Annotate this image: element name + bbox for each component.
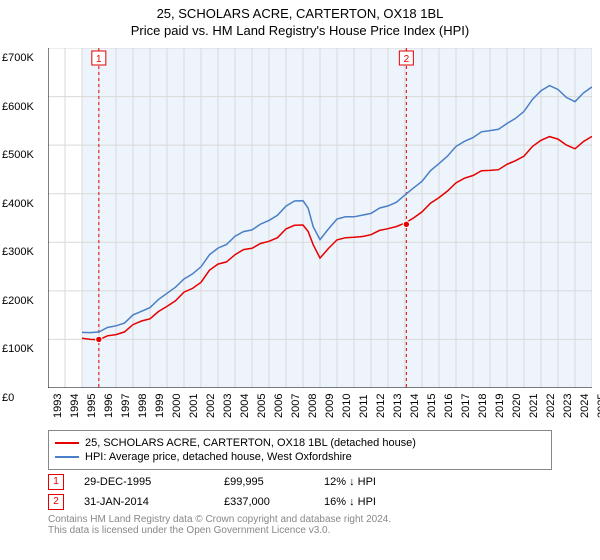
- x-tick-label: 2014: [409, 394, 421, 418]
- x-tick-label: 2009: [324, 394, 336, 418]
- transaction-price: £99,995: [224, 476, 304, 488]
- transaction-marker-icon: 1: [48, 474, 64, 490]
- legend-label: HPI: Average price, detached house, West…: [85, 451, 352, 463]
- x-tick-label: 2021: [528, 394, 540, 418]
- transaction-price: £337,000: [224, 496, 304, 508]
- transaction-row: 1 29-DEC-1995 £99,995 12% ↓ HPI: [48, 474, 552, 490]
- sub-title: Price paid vs. HM Land Registry's House …: [0, 23, 600, 38]
- x-tick-label: 2023: [562, 394, 574, 418]
- transaction-rows: 1 29-DEC-1995 £99,995 12% ↓ HPI 2 31-JAN-2014…: [48, 474, 552, 510]
- x-tick-label: 2010: [341, 394, 353, 418]
- y-tick-label: £0: [2, 392, 14, 404]
- transaction-date: 29-DEC-1995: [84, 476, 204, 488]
- x-tick-label: 1996: [103, 394, 115, 418]
- x-tick-label: 2025: [596, 394, 600, 418]
- x-tick-label: 1994: [69, 394, 81, 418]
- x-tick-label: 2003: [222, 394, 234, 418]
- x-tick-label: 2012: [375, 394, 387, 418]
- x-axis-labels: 1993 1994 1995 1996 1997 1998 1999 2000 2001 2002…: [48, 388, 592, 424]
- y-tick-label: £400K: [2, 198, 34, 210]
- x-tick-label: 1995: [86, 394, 98, 418]
- legend-item: HPI: Average price, detached house, West…: [55, 451, 545, 463]
- transaction-diff: 12% ↓ HPI: [324, 476, 376, 488]
- legend-swatch: [55, 456, 79, 458]
- x-tick-label: 2006: [273, 394, 285, 418]
- x-tick-label: 2020: [511, 394, 523, 418]
- footer-line-2: This data is licensed under the Open Gov…: [48, 525, 552, 536]
- x-tick-label: 2001: [188, 394, 200, 418]
- y-tick-label: £200K: [2, 295, 34, 307]
- y-tick-label: £100K: [2, 343, 34, 355]
- x-tick-label: 2008: [307, 394, 319, 418]
- x-tick-label: 2011: [358, 394, 370, 418]
- legend-swatch: [55, 442, 79, 444]
- plot-area: 12: [48, 48, 592, 388]
- transaction-date: 31-JAN-2014: [84, 496, 204, 508]
- x-tick-label: 2017: [460, 394, 472, 418]
- x-tick-label: 1997: [120, 394, 132, 418]
- y-tick-label: £500K: [2, 149, 34, 161]
- transaction-row: 2 31-JAN-2014 £337,000 16% ↓ HPI: [48, 494, 552, 510]
- x-tick-label: 2022: [545, 394, 557, 418]
- x-tick-label: 2002: [205, 394, 217, 418]
- chart-container: 25, SCHOLARS ACRE, CARTERTON, OX18 1BL P…: [0, 0, 600, 536]
- legend-item: 25, SCHOLARS ACRE, CARTERTON, OX18 1BL (…: [55, 437, 545, 449]
- footer-line-1: Contains HM Land Registry data © Crown c…: [48, 514, 552, 525]
- x-tick-label: 1998: [137, 394, 149, 418]
- y-tick-label: £700K: [2, 52, 34, 64]
- x-tick-label: 2000: [171, 394, 183, 418]
- transaction-marker-icon: 2: [48, 494, 64, 510]
- main-title: 25, SCHOLARS ACRE, CARTERTON, OX18 1BL: [0, 6, 600, 21]
- x-tick-label: 2015: [426, 394, 438, 418]
- x-tick-label: 2024: [579, 394, 591, 418]
- titles: 25, SCHOLARS ACRE, CARTERTON, OX18 1BL P…: [0, 0, 600, 38]
- transaction-diff: 16% ↓ HPI: [324, 496, 376, 508]
- y-tick-label: £600K: [2, 101, 34, 113]
- x-tick-label: 2005: [256, 394, 268, 418]
- x-tick-label: 1993: [52, 394, 64, 418]
- x-tick-label: 2004: [239, 394, 251, 418]
- footer: Contains HM Land Registry data © Crown c…: [48, 514, 552, 536]
- x-tick-label: 2018: [477, 394, 489, 418]
- legend-label: 25, SCHOLARS ACRE, CARTERTON, OX18 1BL (…: [85, 437, 416, 449]
- x-tick-label: 2013: [392, 394, 404, 418]
- x-tick-label: 2007: [290, 394, 302, 418]
- x-tick-label: 2016: [443, 394, 455, 418]
- x-tick-label: 2019: [494, 394, 506, 418]
- legend-box: 25, SCHOLARS ACRE, CARTERTON, OX18 1BL (…: [48, 430, 552, 470]
- y-tick-label: £300K: [2, 246, 34, 258]
- x-tick-label: 1999: [154, 394, 166, 418]
- svg-text:1: 1: [96, 54, 102, 65]
- chart-svg: 12: [48, 48, 592, 388]
- svg-text:2: 2: [404, 54, 410, 65]
